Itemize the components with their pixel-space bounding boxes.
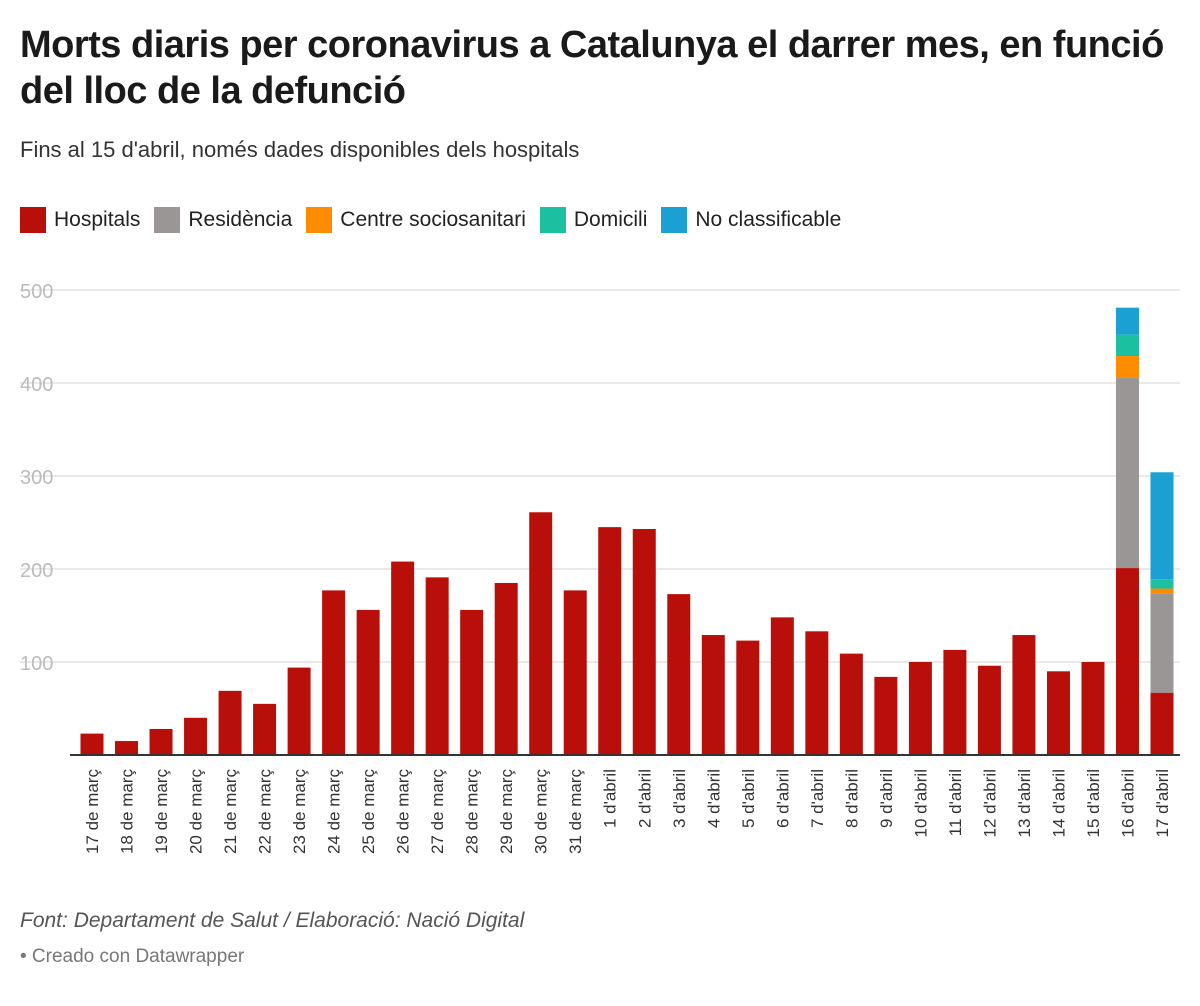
legend: Hospitals Residència Centre sociosanitar… xyxy=(20,207,855,233)
bar-segment xyxy=(1115,377,1139,569)
x-tick-label: 23 de març xyxy=(290,769,309,855)
x-tick-label: 12 d'abril xyxy=(980,769,999,837)
datawrapper-credit: • Creado con Datawrapper xyxy=(20,946,245,967)
legend-item-residencia: Residència xyxy=(154,207,292,233)
chart-title: Morts diaris per coronavirus a Catalunya… xyxy=(20,24,1164,112)
legend-label-domicili: Domicili xyxy=(573,208,648,231)
bar-segment xyxy=(184,717,208,755)
x-tick-label: 13 d'abril xyxy=(1015,769,1034,837)
y-tick-label: 300 xyxy=(20,467,53,489)
x-tick-label: 9 d'abril xyxy=(877,769,896,828)
bar-segment xyxy=(1115,356,1139,378)
source-note: Font: Departament de Salut / Elaboració:… xyxy=(20,909,525,932)
y-tick-label: 100 xyxy=(20,653,53,675)
bar-segment xyxy=(1115,568,1139,755)
legend-item-hospitals: Hospitals xyxy=(20,207,140,233)
bar-segment xyxy=(770,617,794,755)
bar-segment xyxy=(736,640,760,755)
bar-segment xyxy=(1012,635,1036,755)
legend-item-centre-sociosanitari: Centre sociosanitari xyxy=(306,207,526,233)
legend-label-no-classificable: No classificable xyxy=(695,208,842,231)
x-tick-label: 27 de març xyxy=(428,769,447,855)
bar-segment xyxy=(115,741,139,755)
x-tick-label: 29 de març xyxy=(497,769,516,855)
x-tick-label: 17 de març xyxy=(83,769,102,855)
bar-segment xyxy=(1150,579,1174,589)
x-tick-label: 5 d'abril xyxy=(739,769,758,828)
bar-segment xyxy=(977,665,1001,755)
x-tick-label: 21 de març xyxy=(221,769,240,855)
x-tick-label: 8 d'abril xyxy=(842,769,861,828)
bar-segment xyxy=(943,649,967,755)
bar-segment xyxy=(253,703,277,755)
x-tick-label: 30 de març xyxy=(532,769,551,855)
bar-segment xyxy=(1150,472,1174,580)
bar-segment xyxy=(598,527,622,755)
bar-segment xyxy=(149,728,173,755)
y-tick-label: 200 xyxy=(20,560,53,582)
bar-segment xyxy=(701,635,725,755)
x-tick-label: 20 de març xyxy=(187,769,206,855)
y-tick-label: 400 xyxy=(20,374,53,396)
legend-label-hospitals: Hospitals xyxy=(54,208,141,231)
x-tick-label: 11 d'abril xyxy=(946,769,965,836)
x-tick-label: 17 d'abril xyxy=(1153,769,1172,837)
bar-segment xyxy=(667,594,691,755)
x-tick-label: 2 d'abril xyxy=(635,769,654,828)
legend-swatch-no-classificable xyxy=(661,207,688,233)
x-tick-label: 31 de març xyxy=(566,769,585,855)
bar-segment xyxy=(1150,692,1174,755)
bar-segment xyxy=(1081,662,1105,755)
bar-segment xyxy=(1046,671,1070,755)
y-tick-label: 500 xyxy=(20,281,53,303)
bar-segment xyxy=(425,577,449,755)
x-tick-label: 28 de març xyxy=(463,769,482,855)
x-tick-label: 19 de març xyxy=(152,769,171,855)
bar-segment xyxy=(839,653,863,755)
x-tick-label: 18 de març xyxy=(118,769,137,855)
bar-segment xyxy=(287,667,311,755)
bar-segment xyxy=(356,609,380,755)
x-tick-label: 3 d'abril xyxy=(670,769,689,828)
legend-label-centre-sociosanitari: Centre sociosanitari xyxy=(340,208,526,231)
bar-segment xyxy=(1150,588,1174,594)
bar-segment xyxy=(632,529,656,755)
legend-label-residencia: Residència xyxy=(188,208,293,231)
bar-segment xyxy=(1150,593,1174,693)
bar-segment xyxy=(805,631,829,755)
legend-swatch-centre-sociosanitari xyxy=(306,207,333,233)
bar-segment xyxy=(908,662,932,755)
bar-segment xyxy=(460,609,484,755)
bar-segment xyxy=(391,561,415,755)
x-tick-label: 6 d'abril xyxy=(773,769,792,828)
legend-item-domicili: Domicili xyxy=(539,207,648,233)
legend-swatch-domicili xyxy=(539,207,566,233)
x-tick-label: 22 de març xyxy=(256,769,275,855)
bar-segment xyxy=(80,733,104,755)
bar-segment xyxy=(1115,334,1139,357)
bar-segment xyxy=(1115,307,1139,335)
bar-segment xyxy=(563,590,587,755)
x-tick-label: 14 d'abril xyxy=(1049,769,1068,837)
x-tick-label: 4 d'abril xyxy=(704,769,723,828)
chart-subtitle: Fins al 15 d'abril, només dades disponib… xyxy=(20,137,580,162)
legend-item-no-classificable: No classificable xyxy=(661,207,841,233)
x-tick-label: 25 de març xyxy=(359,769,378,855)
legend-swatch-hospitals xyxy=(20,207,46,233)
legend-swatch-residencia xyxy=(154,207,181,233)
bar-segment xyxy=(529,512,553,755)
bar-segment xyxy=(218,690,242,755)
x-tick-label: 24 de març xyxy=(325,769,344,855)
bar-segment xyxy=(322,590,346,755)
x-tick-label: 10 d'abril xyxy=(911,769,930,837)
x-tick-label: 15 d'abril xyxy=(1084,769,1103,837)
x-tick-label: 16 d'abril xyxy=(1118,769,1137,837)
x-tick-label: 1 d'abril xyxy=(601,769,620,828)
bar-segment xyxy=(874,676,898,755)
x-tick-label: 7 d'abril xyxy=(808,769,827,828)
x-tick-label: 26 de març xyxy=(394,769,413,855)
bar-segment xyxy=(494,582,518,755)
stacked-bar-chart: 100 200 300 400 500 17 de març 18 de març 19 de… xyxy=(20,281,1180,855)
